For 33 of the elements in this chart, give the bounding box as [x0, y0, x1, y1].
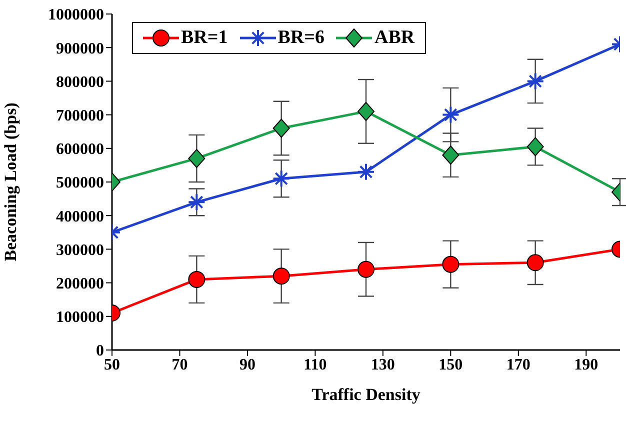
y-tick-label: 900000	[56, 40, 104, 58]
y-tick-label: 400000	[56, 208, 104, 226]
point	[442, 256, 460, 273]
x-tick-label: 50	[104, 356, 120, 374]
point	[442, 106, 460, 124]
x-tick-label: 190	[574, 356, 598, 374]
point	[357, 162, 375, 181]
point	[272, 118, 290, 138]
x-tick-label: 70	[172, 356, 188, 374]
y-tick-label: 700000	[56, 107, 104, 124]
legend-label: ABR	[374, 27, 415, 49]
point	[442, 146, 460, 165]
y-tick-label: 100000	[56, 309, 104, 326]
legend-label: BR=6	[278, 27, 324, 49]
legend-label: BR=1	[181, 27, 228, 49]
x-tick-label: 170	[506, 356, 530, 374]
point	[358, 260, 374, 278]
y-tick-label: 600000	[56, 141, 104, 158]
y-tick-label: 300000	[56, 242, 104, 259]
point	[358, 102, 374, 121]
point	[272, 170, 290, 188]
x-axis-title: Traffic Density	[312, 385, 421, 404]
x-tick-label: 110	[304, 356, 327, 374]
y-tick-label: 200000	[56, 275, 104, 292]
y-tick-label: 1000000	[48, 6, 104, 24]
y-tick-label: 0	[96, 342, 104, 360]
point	[272, 268, 290, 285]
y-axis-title: Beaconing Load (bps)	[1, 102, 20, 262]
x-tick-label: 150	[438, 356, 463, 374]
x-tick-label: 130	[370, 356, 395, 374]
x-tick-label: 90	[239, 356, 256, 374]
y-tick-label: 800000	[56, 74, 104, 91]
y-tick-label: 500000	[56, 174, 104, 192]
